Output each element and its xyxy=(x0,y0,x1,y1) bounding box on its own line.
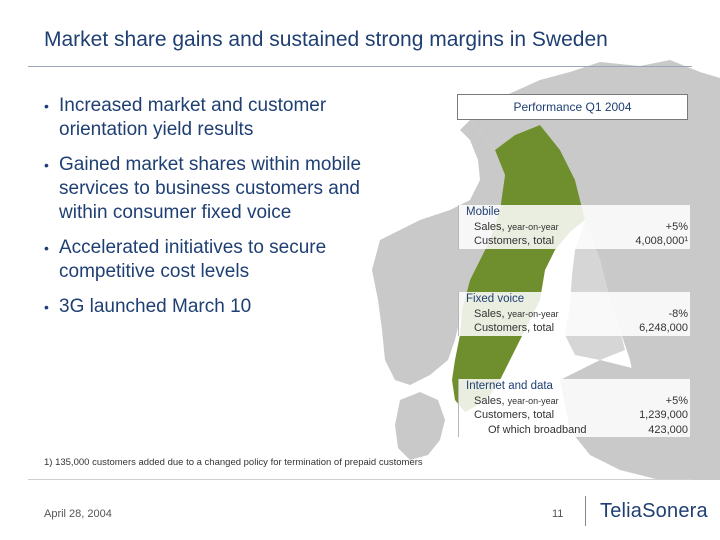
teliasonera-logo: TeliaSonera xyxy=(600,500,708,522)
bullet-item: • Increased market and customer orientati… xyxy=(44,95,327,140)
bullet-icon: • xyxy=(44,98,49,114)
fixed-voice-customers-row: Customers, total 6,248,000 xyxy=(474,322,688,334)
performance-heading: Performance Q1 2004 xyxy=(457,94,688,120)
mobile-panel: Mobile Sales, year-on-year +5% Customers… xyxy=(458,205,690,249)
page-number: 11 xyxy=(552,508,564,520)
footer-date: April 28, 2004 xyxy=(44,508,112,520)
internet-sales-value: +5% xyxy=(665,394,688,407)
internet-customers-value: 1,239,000 xyxy=(639,409,688,421)
bullet-list: • Increased market and customer orientati… xyxy=(44,94,384,330)
mobile-customers-value: 4,008,000¹ xyxy=(635,235,688,247)
fixed-voice-sales-row: Sales, year-on-year -8% xyxy=(474,307,688,320)
fixed-voice-sales-value: -8% xyxy=(668,307,688,320)
bullet-icon: • xyxy=(44,240,49,256)
footnote: 1) 135,000 customers added due to a chan… xyxy=(44,457,423,468)
map-land-north xyxy=(470,60,720,470)
bullet-item: • Accelerated initiatives to secure compe… xyxy=(44,237,327,282)
internet-panel: Internet and data Sales, year-on-year +5… xyxy=(458,379,690,437)
mobile-sales-row: Sales, year-on-year +5% xyxy=(474,220,688,233)
mobile-sales-value: +5% xyxy=(665,220,688,233)
map-land-norway xyxy=(372,120,505,385)
footer-separator xyxy=(585,496,586,526)
mobile-heading: Mobile xyxy=(466,206,500,218)
footer-divider xyxy=(28,479,692,480)
bullet-icon: • xyxy=(44,157,49,173)
map-sweden xyxy=(452,125,585,412)
fixed-voice-heading: Fixed voice xyxy=(466,293,525,305)
internet-sales-row: Sales, year-on-year +5% xyxy=(474,394,688,407)
mobile-customers-row: Customers, total 4,008,000¹ xyxy=(474,235,688,247)
fixed-voice-panel: Fixed voice Sales, year-on-year -8% Cust… xyxy=(458,292,690,336)
internet-broadband-value: 423,000 xyxy=(648,423,688,436)
bullet-item: • Gained market shares within mobile serv… xyxy=(44,154,362,223)
fixed-voice-customers-value: 6,248,000 xyxy=(639,322,688,334)
internet-heading: Internet and data xyxy=(466,380,553,392)
bullet-item: • 3G launched March 10 xyxy=(44,296,252,317)
slide-title: Market share gains and sustained strong … xyxy=(44,28,608,51)
internet-broadband-row: Of which broadband 423,000 xyxy=(488,423,688,436)
bullet-icon: • xyxy=(44,299,49,315)
map-land-denmark xyxy=(395,392,445,460)
title-divider xyxy=(28,66,692,67)
internet-customers-row: Customers, total 1,239,000 xyxy=(474,409,688,421)
